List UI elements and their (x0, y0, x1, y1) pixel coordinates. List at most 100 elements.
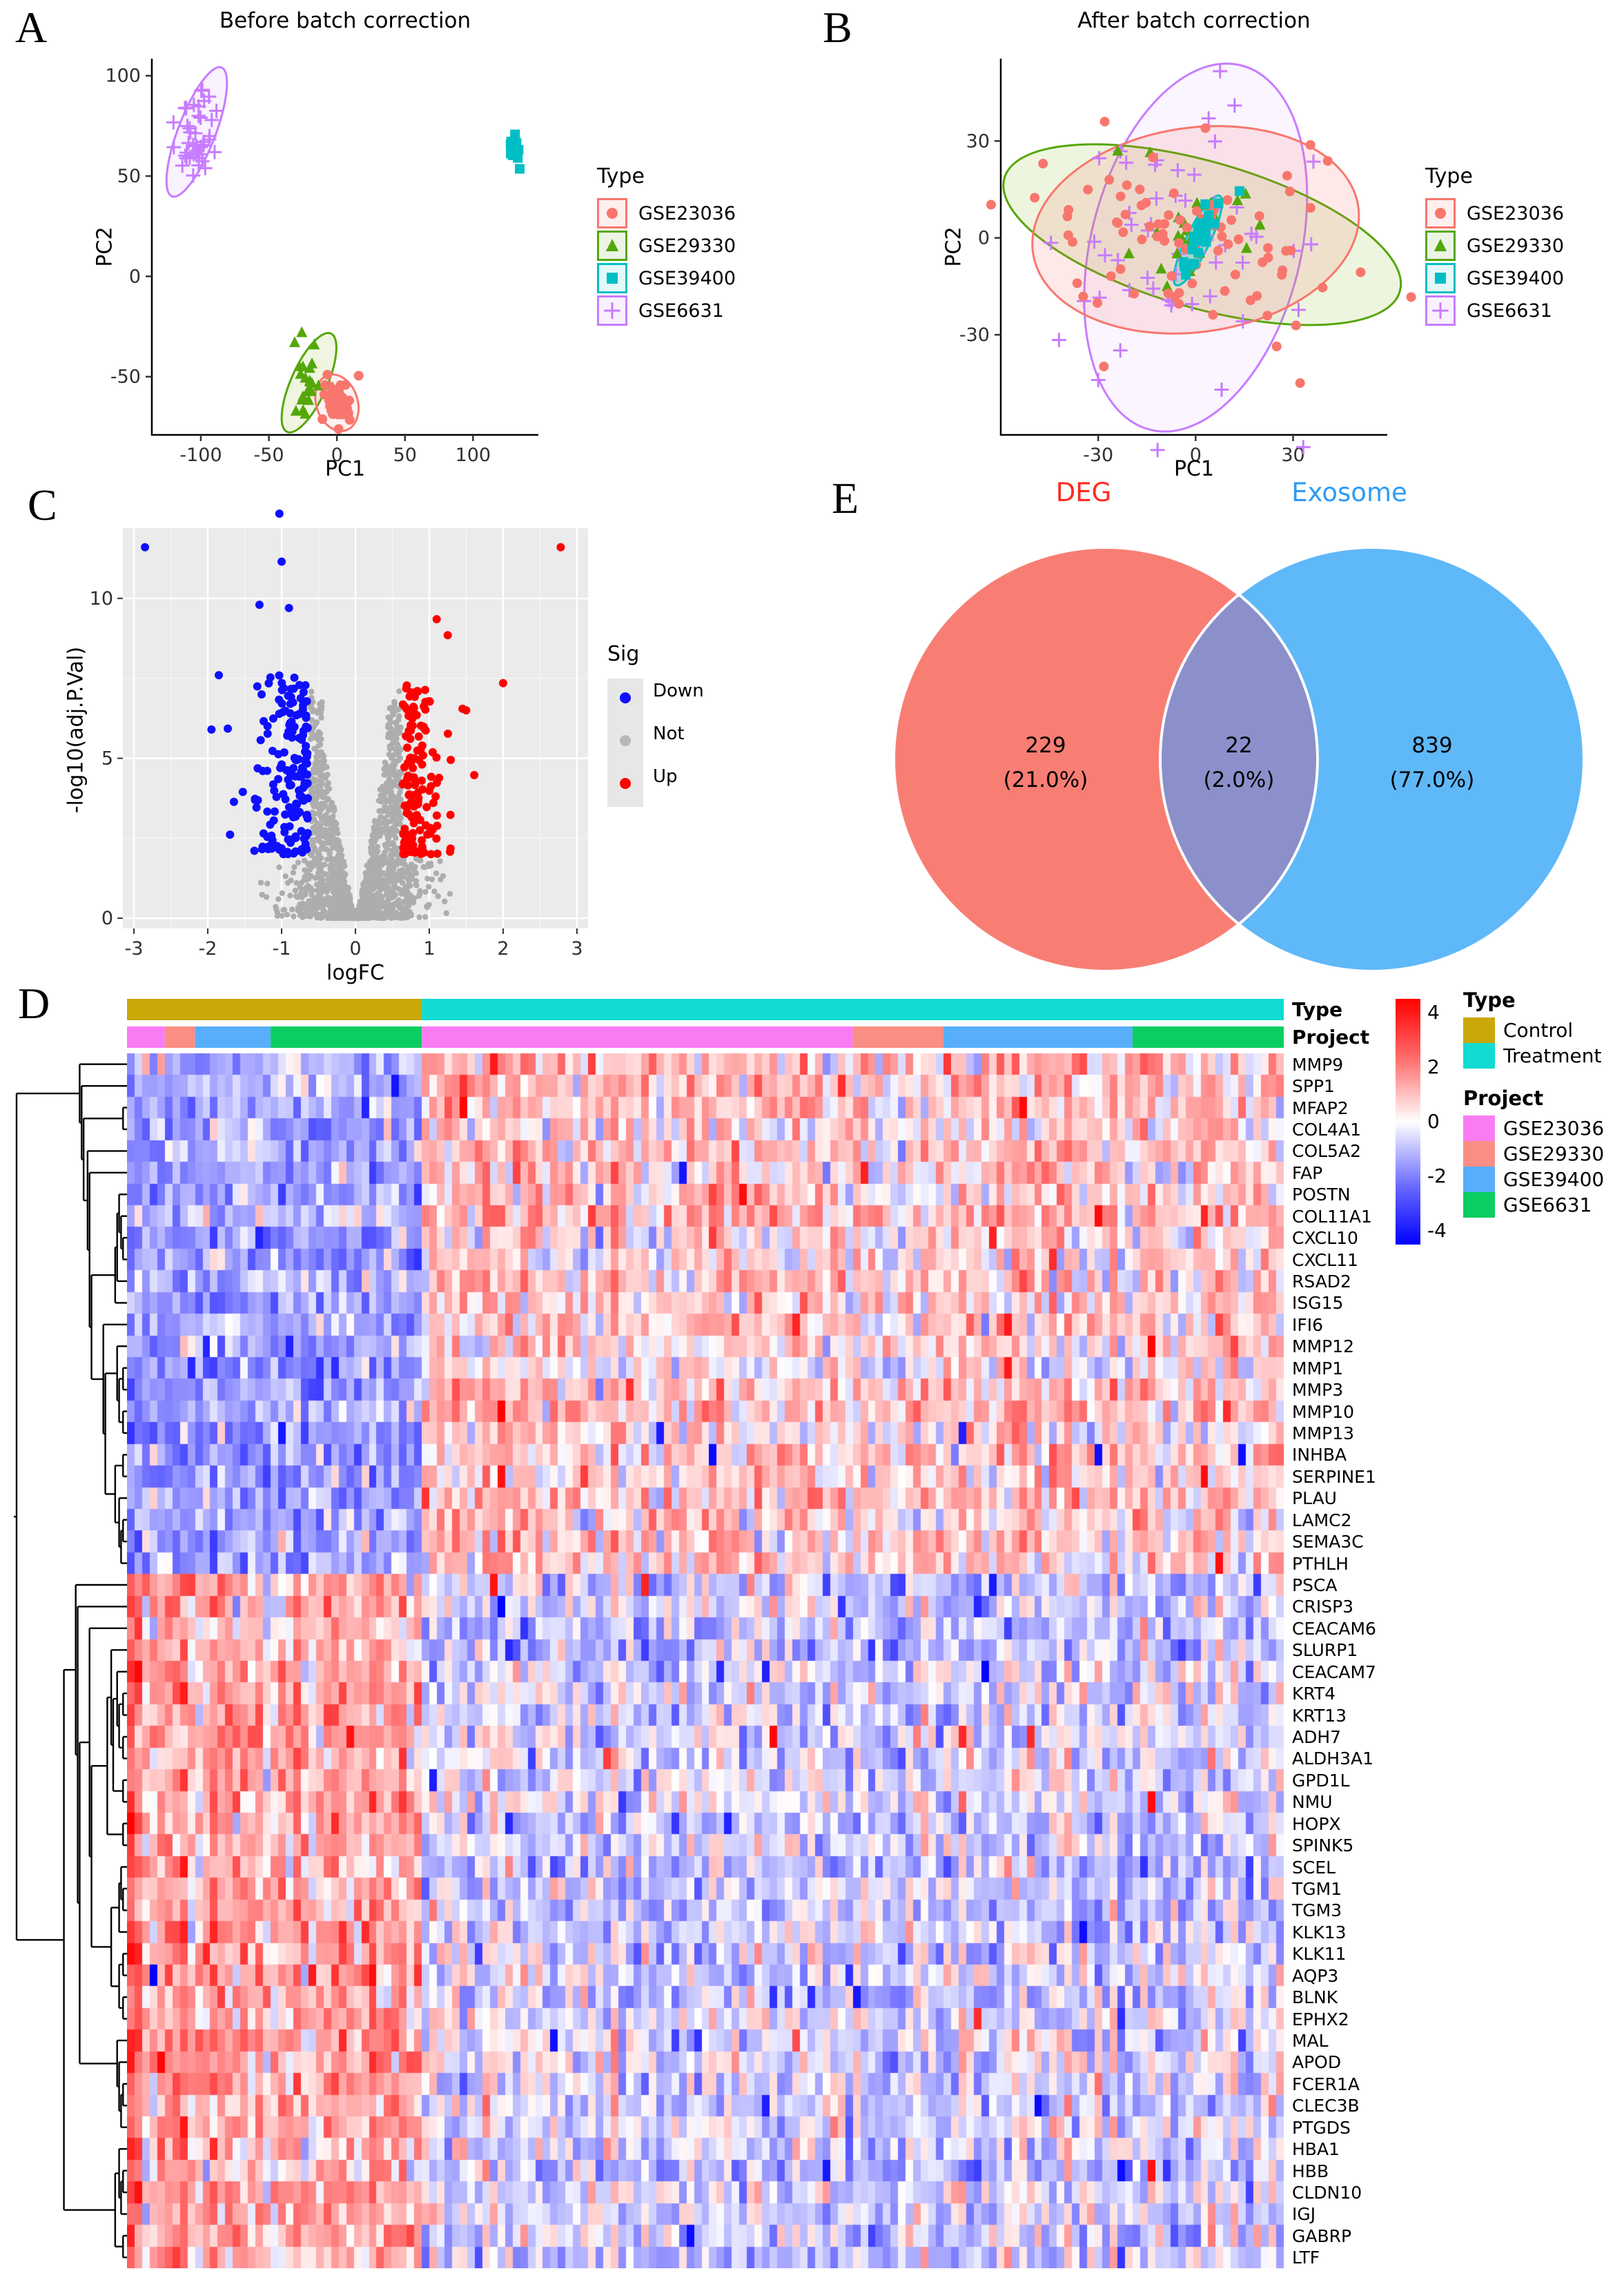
heatmap-legend-project-title: Project (1463, 1087, 1544, 1110)
heatmap-row-label-ADH7: ADH7 (1292, 1727, 1342, 1747)
heatmap-row-label-KLK13: KLK13 (1292, 1922, 1347, 1942)
legend-key-circle-icon (1425, 198, 1456, 228)
svg-text:0: 0 (978, 228, 990, 249)
legend-label-down: Down (653, 681, 704, 701)
volcano-plot: -3 -2 -1 0 1 2 3 0 5 10 (90, 509, 588, 959)
swatch-gse6631-icon (1463, 1192, 1495, 1218)
panel-label-d: D (18, 979, 50, 1028)
venn-diagram (892, 546, 1585, 973)
volcano-xlabel: logFC (326, 961, 384, 985)
heatmap-row-label-IFI6: IFI6 (1292, 1314, 1324, 1335)
legend-key-triangle-icon (1425, 231, 1456, 261)
volcano-legend: Sig Down Not Up (607, 642, 704, 807)
volcano-points-up (398, 543, 565, 859)
heatmap-row-label-COL4A1: COL4A1 (1292, 1120, 1361, 1140)
heatmap-row-label-KLK11: KLK11 (1292, 1944, 1347, 1965)
legend-key-circle-icon (597, 198, 627, 228)
svg-text:100: 100 (105, 66, 141, 87)
colorbar-tick: -2 (1427, 1165, 1447, 1188)
legend-label: GSE29330 (638, 235, 736, 257)
heatmap-row-label-CLEC3B: CLEC3B (1292, 2096, 1360, 2116)
legend-key-plus-icon (1425, 295, 1456, 326)
pca-after-xlabel: PC1 (1173, 457, 1215, 481)
heatmap-row-label-MMP9: MMP9 (1292, 1054, 1344, 1075)
panel-label-a: A (15, 3, 48, 52)
heatmap-row-label-MMP13: MMP13 (1292, 1423, 1355, 1443)
pca-after-title: After batch correction (1077, 8, 1311, 33)
legend-title: Type (1425, 164, 1473, 188)
svg-text:0: 0 (129, 266, 141, 287)
heatmap-row-label-COL11A1: COL11A1 (1292, 1206, 1372, 1227)
svg-text:-100: -100 (179, 445, 222, 466)
annotation-project-label: Project (1292, 1026, 1370, 1049)
legend-key-square-icon (597, 263, 627, 293)
swatch-gse23036-icon (1463, 1115, 1495, 1141)
legend-key-triangle-icon (597, 231, 627, 261)
heatmap-cells (127, 1053, 1284, 2268)
venn-count-intersection-value: 22 (1225, 733, 1253, 758)
heatmap-legend-label: Treatment (1503, 1044, 1602, 1067)
legend-item-GSE39400: GSE39400 (597, 263, 736, 293)
legend-item-GSE29330: GSE29330 (1425, 231, 1564, 261)
swatch-treatment-icon (1463, 1043, 1495, 1069)
heatmap-row-label-MMP1: MMP1 (1292, 1358, 1344, 1378)
panel-label-c: C (28, 480, 57, 529)
svg-text:100: 100 (456, 445, 491, 466)
heatmap-row-label-HBB: HBB (1292, 2161, 1329, 2181)
heatmap-row-label-CLDN10: CLDN10 (1292, 2183, 1362, 2203)
legend-item-GSE6631: GSE6631 (597, 295, 736, 326)
heatmap-row-label-PTGDS: PTGDS (1292, 2117, 1351, 2138)
heatmap-row-label-INHBA: INHBA (1292, 1445, 1347, 1465)
legend-dot-up-icon (620, 778, 631, 789)
legend-title: Type (597, 164, 645, 188)
heatmap-legend-label: Control (1503, 1019, 1574, 1042)
pca-before-ylabel: PC2 (92, 226, 117, 267)
heatmap-row-label-CEACAM7: CEACAM7 (1292, 1662, 1376, 1682)
heatmap-legend-label: GSE6631 (1503, 1193, 1592, 1216)
pca-after-legend: Type GSE23036 GSE29330 GSE39400 GSE6631 (1425, 164, 1564, 328)
pca-before-legend: Type GSE23036 GSE29330 GSE39400 GSE6631 (597, 164, 736, 328)
heatmap-legend-label: GSE29330 (1503, 1142, 1605, 1165)
legend-label-up: Up (653, 766, 678, 787)
legend-marker-triangle-icon (605, 239, 619, 251)
heatmap-legend-label: GSE23036 (1503, 1117, 1605, 1140)
heatmap-row-label-CXCL10: CXCL10 (1292, 1228, 1358, 1249)
legend-dot-not-icon (620, 735, 631, 746)
swatch-control-icon (1463, 1017, 1495, 1043)
venn-count-deg-only: 229 (21.0%) (977, 728, 1115, 797)
pca-plot-A: -100 -50 0 50 100 -50 0 50 100 (105, 59, 538, 466)
heatmap-row-label-TGM3: TGM3 (1292, 1900, 1342, 1921)
heatmap-row-label-CXCL11: CXCL11 (1292, 1249, 1358, 1270)
panel-label-b: B (823, 3, 852, 52)
legend-key-plus-icon (597, 295, 627, 326)
heatmap-row-label-SERPINE1: SERPINE1 (1292, 1466, 1376, 1487)
svg-text:0: 0 (101, 908, 113, 929)
venn-count-exosome-pct: (77.0%) (1389, 768, 1475, 792)
legend-marker-triangle-icon (1434, 239, 1447, 251)
heatmap-legend-label: GSE39400 (1503, 1168, 1605, 1191)
heatmap-row-label-COL5A2: COL5A2 (1292, 1141, 1361, 1162)
legend-label: GSE29330 (1467, 235, 1565, 257)
heatmap-legend: Type Control Treatment Project GSE23036 GSE29… (1463, 988, 1604, 1218)
heatmap-row-label-MMP12: MMP12 (1292, 1336, 1355, 1357)
heatmap-legend-item-GSE23036: GSE23036 (1463, 1115, 1604, 1141)
heatmap-row-label-LTF: LTF (1292, 2248, 1320, 2268)
heatmap-row-label-GABRP: GABRP (1292, 2225, 1352, 2246)
svg-text:0: 0 (1190, 445, 1202, 466)
heatmap-row-label-MFAP2: MFAP2 (1292, 1098, 1349, 1118)
heatmap-row-label-RSAD2: RSAD2 (1292, 1271, 1351, 1292)
points-GSE6631 (166, 82, 224, 183)
heatmap-row-label-SPINK5: SPINK5 (1292, 1835, 1354, 1856)
svg-text:3: 3 (571, 938, 583, 959)
heatmap-row-label-SCEL: SCEL (1292, 1857, 1336, 1878)
heatmap-row-label-FAP: FAP (1292, 1162, 1323, 1183)
colorbar-tick: 2 (1427, 1055, 1440, 1078)
colorbar-tick: 0 (1427, 1110, 1440, 1133)
legend-label-not: Not (653, 723, 685, 744)
colorbar-tick: 4 (1427, 1000, 1440, 1024)
heatmap-row-label-NMU: NMU (1292, 1792, 1333, 1813)
svg-text:1: 1 (423, 938, 435, 959)
venn-count-deg-pct: (21.0%) (1003, 768, 1088, 792)
heatmap-legend-type-items: Control Treatment (1463, 1017, 1604, 1069)
